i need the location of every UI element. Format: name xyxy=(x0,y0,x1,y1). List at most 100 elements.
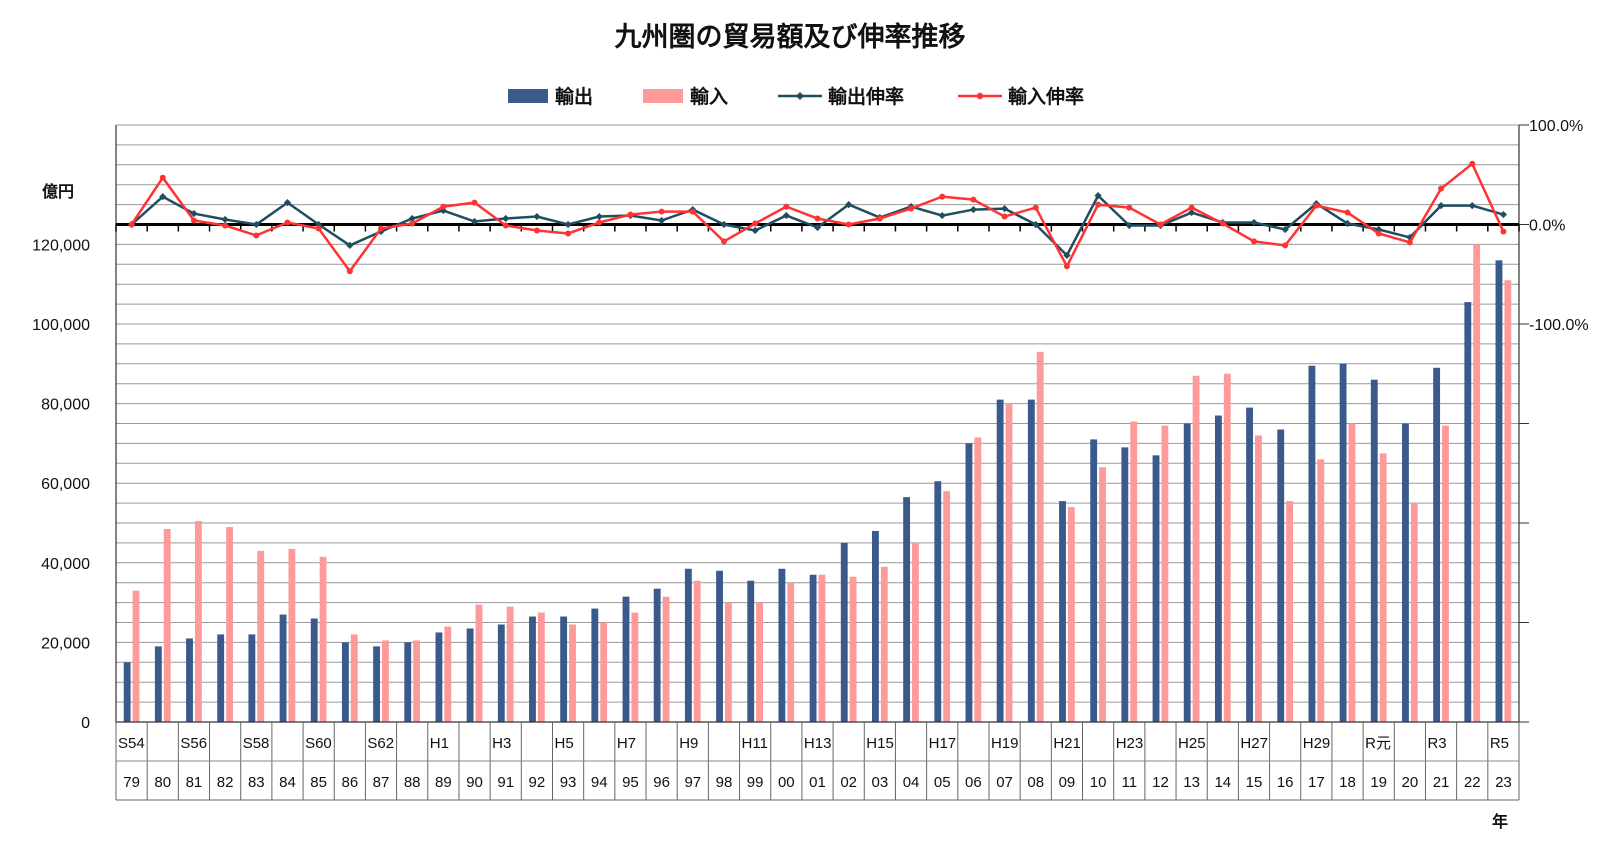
export-bar xyxy=(1339,363,1347,722)
export-growth-point xyxy=(159,193,167,201)
import-growth-point xyxy=(190,217,197,224)
import-growth-point xyxy=(315,225,322,232)
export-growth-point xyxy=(190,209,198,218)
import-growth-point xyxy=(1282,242,1289,249)
year-label: 14 xyxy=(1214,774,1231,791)
year-label: 80 xyxy=(154,774,171,791)
export-growth-point xyxy=(1000,204,1009,213)
import-bar xyxy=(226,526,233,722)
export-growth-point xyxy=(1437,201,1445,210)
export-growth-point xyxy=(533,212,541,221)
export-bar xyxy=(1370,379,1378,722)
export-growth-point xyxy=(283,199,292,207)
import-bar xyxy=(1317,459,1325,722)
export-growth-point xyxy=(315,220,323,229)
export-bar xyxy=(747,580,755,722)
year-label: 20 xyxy=(1402,774,1419,791)
year-label: 02 xyxy=(840,774,857,791)
import-growth-point xyxy=(1126,204,1133,211)
y-axis-unit: 億円 xyxy=(42,182,74,201)
export-bar xyxy=(186,638,193,722)
legend-marker xyxy=(796,92,804,100)
export-growth-point xyxy=(595,212,603,221)
year-label: 86 xyxy=(341,774,358,791)
import-bar xyxy=(912,542,919,722)
year-label: 99 xyxy=(747,774,764,791)
import-bar xyxy=(475,604,483,722)
import-bar xyxy=(506,606,514,722)
year-label: 18 xyxy=(1339,774,1356,791)
export-growth-point xyxy=(221,215,229,224)
import-growth-point xyxy=(752,220,759,227)
legend-label: 輸出 xyxy=(555,85,593,108)
era-label: S60 xyxy=(305,735,332,752)
import-bar xyxy=(631,612,639,722)
export-bar xyxy=(279,614,287,722)
year-label: 10 xyxy=(1090,774,1107,791)
export-growth-point xyxy=(1094,192,1102,200)
export-bar xyxy=(591,608,599,722)
import-bar xyxy=(1223,373,1231,722)
import-bar xyxy=(1099,467,1106,722)
import-bar xyxy=(662,596,670,722)
legend-label: 輸入伸率 xyxy=(1008,85,1084,108)
year-label: 13 xyxy=(1183,774,1200,791)
left-tick-label: 120,000 xyxy=(32,237,90,254)
legend: 輸出 輸入 輸出伸率 輸入伸率 xyxy=(508,85,1084,108)
era-label: S56 xyxy=(180,735,207,752)
export-growth-point xyxy=(502,214,510,223)
import-growth-point xyxy=(471,199,478,206)
export-bar xyxy=(1183,423,1191,722)
import-bar xyxy=(413,640,421,722)
year-label: 23 xyxy=(1495,774,1512,791)
import-bar xyxy=(756,602,764,722)
import-growth-point xyxy=(1375,230,1382,237)
export-growth-point xyxy=(845,201,853,209)
export-bar xyxy=(965,443,973,722)
year-label: 90 xyxy=(466,774,483,791)
gridlines xyxy=(116,124,1519,723)
year-label: 06 xyxy=(965,774,982,791)
legend-label: 輸入 xyxy=(690,85,728,108)
era-label: H17 xyxy=(929,735,957,752)
import-bar xyxy=(693,580,701,722)
export-bar xyxy=(809,574,817,722)
import-growth-point xyxy=(1032,204,1039,211)
import-growth-point xyxy=(565,230,572,237)
export-bar xyxy=(435,632,443,722)
era-label: H27 xyxy=(1240,735,1268,752)
import-growth-point xyxy=(378,225,385,232)
era-label: R5 xyxy=(1490,735,1509,752)
export-growth-point xyxy=(564,220,572,229)
import-growth-point xyxy=(159,174,166,181)
right-tick-label: 100.0% xyxy=(1529,118,1583,135)
import-bar xyxy=(1473,244,1481,722)
import-growth-point xyxy=(1406,239,1413,246)
era-label: H19 xyxy=(991,735,1019,752)
era-label: H5 xyxy=(554,735,573,752)
year-label: 07 xyxy=(996,774,1013,791)
year-label: 93 xyxy=(560,774,577,791)
import-growth-point xyxy=(533,227,540,234)
chart-title: 九州圏の貿易額及び伸率推移 xyxy=(615,21,966,53)
era-label: H13 xyxy=(804,735,832,752)
import-bar xyxy=(319,556,327,722)
growth-lines xyxy=(127,160,1508,275)
export-bar xyxy=(1308,365,1316,722)
legend-marker xyxy=(976,92,984,100)
import-growth-point xyxy=(128,221,135,228)
export-bar xyxy=(341,642,349,722)
year-label: 79 xyxy=(123,774,140,791)
import-growth-point xyxy=(845,221,852,228)
export-growth-point xyxy=(813,223,822,232)
import-growth-point xyxy=(1188,204,1195,211)
year-label: 19 xyxy=(1370,774,1387,791)
export-bar xyxy=(123,662,131,722)
bars xyxy=(123,244,1512,722)
import-bar xyxy=(1348,423,1356,722)
legend-swatch xyxy=(508,89,548,103)
export-bar xyxy=(1059,501,1066,722)
import-bar xyxy=(1442,425,1449,722)
import-bar xyxy=(943,491,951,722)
export-bar xyxy=(684,568,692,722)
